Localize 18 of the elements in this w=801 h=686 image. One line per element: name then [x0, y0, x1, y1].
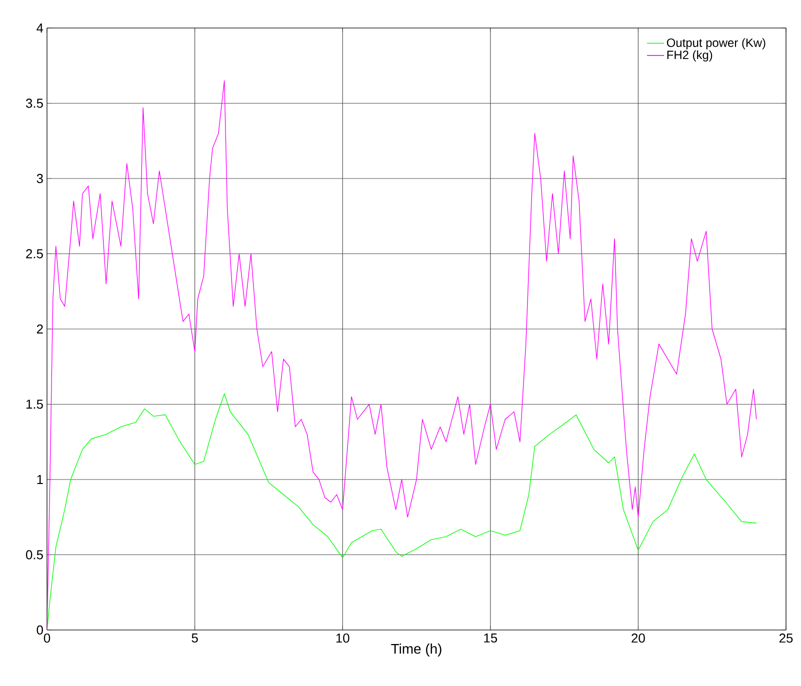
x-tick-label: 0 — [44, 634, 50, 643]
legend-label: Output power (Kw) — [666, 38, 766, 50]
y-tick-label: 1.5 — [26, 400, 43, 409]
y-tick-label: 0.5 — [26, 550, 43, 560]
x-tick-label: 5 — [192, 634, 198, 643]
y-tick-label: 3 — [36, 174, 43, 184]
x-tick-label: 20 — [632, 634, 645, 643]
y-tick-label: 2 — [36, 324, 43, 334]
x-axis-title: Time (h) — [391, 644, 442, 657]
y-tick-label: 1 — [37, 475, 43, 484]
y-tick-label: 2.5 — [26, 249, 43, 258]
legend-label: FH2 (kg) — [667, 50, 712, 62]
y-tick-label: 3.5 — [26, 98, 43, 108]
x-tick-label: 15 — [484, 634, 498, 643]
y-tick-label: 4 — [36, 24, 44, 32]
x-tick-label: 25 — [779, 634, 793, 643]
y-tick-label: 0 — [36, 625, 43, 635]
x-tick-label: 10 — [336, 634, 350, 643]
